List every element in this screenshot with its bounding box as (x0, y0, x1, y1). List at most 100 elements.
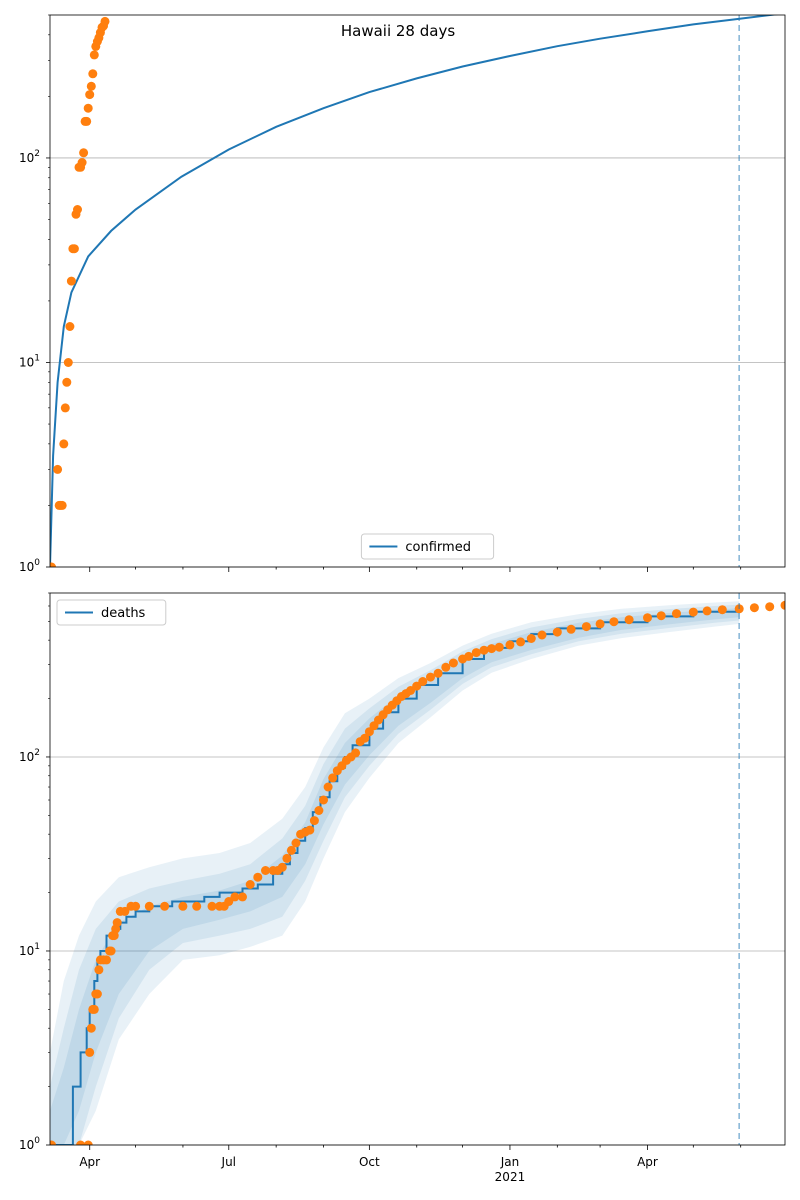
data-point (79, 148, 89, 158)
data-point (552, 627, 562, 637)
data-point (76, 1140, 86, 1145)
data-point (314, 806, 324, 815)
legend-box (56, 599, 167, 626)
legend-box (360, 533, 495, 560)
data-point (609, 617, 619, 627)
data-point (309, 816, 319, 826)
confidence-band-1 (50, 601, 740, 1145)
x-tick-label: Apr (637, 1155, 658, 1169)
axes-frame (49, 592, 786, 1146)
data-point (178, 901, 188, 911)
y-tick-exponent: 2 (34, 149, 40, 159)
data-point (106, 946, 116, 956)
data-point (412, 681, 422, 691)
data-point (717, 605, 727, 615)
data-point (92, 989, 102, 999)
data-point (109, 931, 119, 941)
data-point (765, 602, 775, 612)
data-point (780, 600, 785, 610)
data-point (672, 609, 681, 619)
data-point (261, 866, 270, 875)
x-tick-label: Oct (359, 1155, 380, 1169)
data-point (494, 642, 504, 652)
data-point (526, 634, 536, 643)
data-point (112, 918, 122, 928)
data-point (595, 619, 605, 629)
data-point (230, 892, 240, 902)
data-point (323, 782, 333, 792)
data-point (624, 615, 634, 625)
series-line-confirmed (50, 15, 779, 567)
data-point (479, 645, 489, 655)
data-point (85, 1047, 95, 1057)
data-point (207, 901, 217, 911)
data-point (94, 965, 104, 975)
data-point (86, 1023, 96, 1033)
data-point (464, 651, 474, 661)
data-point (77, 158, 87, 167)
data-point (102, 955, 111, 965)
data-point (581, 622, 591, 632)
data-point (505, 640, 515, 650)
data-point (238, 892, 247, 902)
data-point (160, 901, 170, 911)
legend: confirmed (360, 533, 495, 560)
data-point (328, 773, 338, 783)
data-point (83, 103, 93, 113)
data-point (120, 906, 130, 916)
x-tick-year-label: 2021 (495, 1170, 526, 1184)
data-point (656, 611, 666, 621)
data-point (245, 880, 255, 889)
y-tick-exponent: 0 (34, 1136, 40, 1146)
data-point (516, 637, 526, 647)
data-point (319, 795, 328, 805)
data-point (50, 1140, 56, 1145)
legend-label: deaths (101, 606, 146, 621)
data-point (351, 748, 361, 758)
data-point (643, 613, 652, 623)
data-point (88, 69, 98, 79)
data-point (192, 901, 202, 911)
data-point (702, 606, 712, 616)
data-point (60, 403, 70, 413)
x-tick-label: Jan (500, 1155, 520, 1169)
legend-label: confirmed (405, 540, 471, 555)
data-point (73, 205, 82, 214)
data-point (57, 500, 67, 510)
data-point (144, 901, 154, 911)
data-point (253, 872, 263, 882)
data-point (286, 845, 296, 855)
data-point (85, 90, 95, 100)
x-tick-label: Jul (221, 1155, 236, 1169)
data-point (131, 901, 141, 911)
data-point (433, 668, 443, 678)
data-point (688, 607, 698, 617)
data-point (86, 81, 96, 91)
data-point (89, 1004, 99, 1014)
data-point (282, 853, 292, 863)
data-point (448, 658, 458, 668)
data-point (277, 862, 287, 872)
y-tick-exponent: 1 (34, 353, 40, 363)
y-tick-exponent: 2 (34, 748, 40, 758)
data-point (66, 276, 76, 286)
data-point (471, 648, 481, 658)
data-point (305, 825, 315, 835)
data-point (418, 677, 428, 686)
data-point (441, 662, 451, 672)
y-tick-exponent: 1 (34, 942, 40, 952)
data-point (749, 603, 759, 613)
data-point (537, 630, 547, 640)
x-tick-label: Apr (79, 1155, 100, 1169)
data-point (63, 358, 73, 367)
data-point (65, 322, 75, 331)
data-point (360, 733, 370, 743)
plot-area (50, 600, 785, 1145)
chart-title: Hawaii 28 days (341, 22, 455, 40)
data-point (82, 116, 92, 126)
data-point (50, 562, 56, 567)
data-point (426, 672, 435, 682)
